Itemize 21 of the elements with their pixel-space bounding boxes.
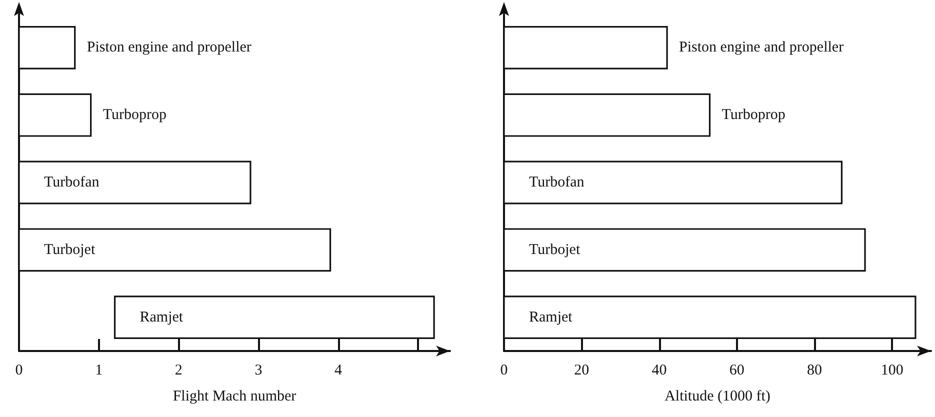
x-tick-label: 60 xyxy=(729,362,744,378)
category-label: Turbofan xyxy=(44,174,100,190)
x-tick-label: 1 xyxy=(95,362,103,378)
x-tick-label: 20 xyxy=(574,362,590,378)
x-tick-label: 4 xyxy=(334,362,343,378)
x-tick-label: 3 xyxy=(254,362,262,378)
x-tick-label: 0 xyxy=(15,362,23,378)
x-tick-label: 80 xyxy=(807,362,822,378)
category-label: Turboprop xyxy=(102,107,166,124)
category-label: Ramjet xyxy=(140,309,184,326)
y-tick-label: Ramjet xyxy=(529,309,574,326)
x-tick-label: 0 xyxy=(500,362,508,378)
x-tick-label: 100 xyxy=(880,362,904,378)
x-tick-label: 2 xyxy=(174,362,182,378)
category-label: Turbojet xyxy=(44,242,96,258)
x-axis-title: Flight Mach number xyxy=(172,388,296,404)
category-label: Piston engine and propeller xyxy=(86,40,252,56)
x-axis-title: Altitude (1000 ft) xyxy=(664,388,770,404)
y-tick-label: Turbofan xyxy=(529,174,585,190)
y-tick-label: Turbojet xyxy=(529,242,581,258)
x-tick-label: 40 xyxy=(652,362,667,378)
